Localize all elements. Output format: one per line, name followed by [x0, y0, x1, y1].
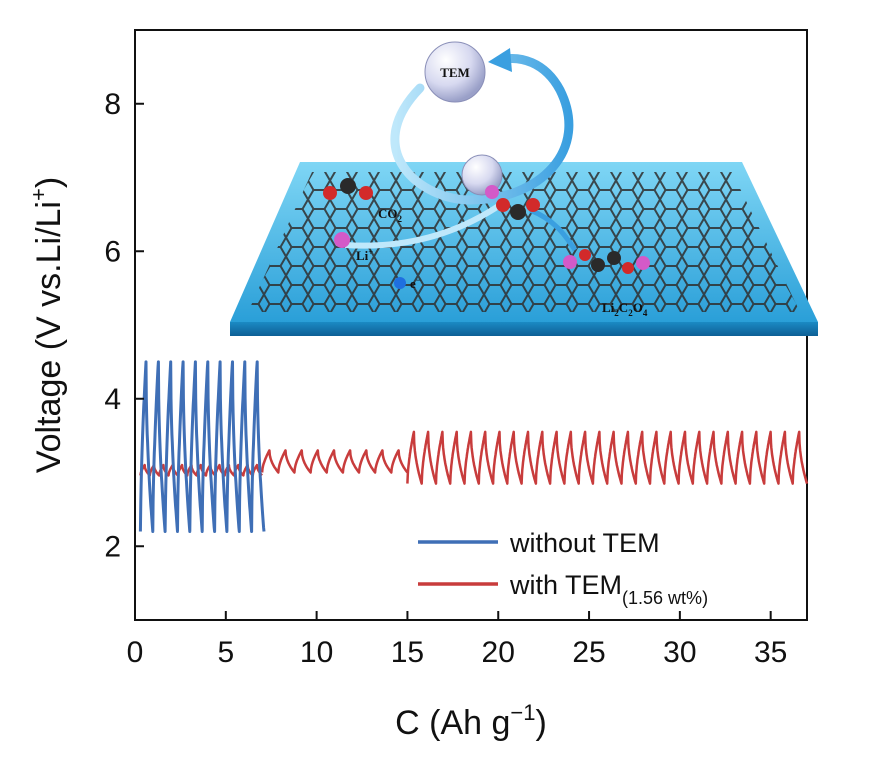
y-tick-label: 6 — [104, 235, 121, 268]
schematic-flow-arrow — [344, 202, 502, 249]
y-axis-title: Voltage (V vs.Li/Li+) — [26, 177, 68, 473]
series-layer — [138, 360, 809, 533]
x-tick-label: 0 — [127, 636, 144, 669]
x-tick-label: 20 — [482, 636, 515, 669]
product-oxygen-atom — [622, 262, 634, 274]
lithium-ion-label: Li+ — [356, 247, 373, 263]
adsorbed-carbon-atom — [510, 204, 526, 220]
co2-carbon-atom — [340, 178, 356, 194]
product-carbon-atom — [607, 251, 621, 265]
product-oxygen-atom — [579, 249, 591, 261]
adsorbed-oxygen-atom — [496, 198, 510, 212]
with-tem-series-line — [139, 463, 264, 477]
electron-label: e− — [410, 275, 421, 291]
schematic-cycle-arrow — [390, 54, 574, 205]
lithium-ion-atom — [334, 232, 350, 248]
electron-particle — [394, 277, 406, 289]
schematic-arrowhead — [488, 48, 512, 72]
adsorbed-li-atom — [485, 185, 499, 199]
x-axis-title: C (Ah g−1) — [395, 700, 547, 742]
with-tem-series-line — [260, 449, 409, 474]
co2-oxygen-atom — [323, 186, 337, 200]
product-li-atom — [563, 255, 577, 269]
schematic-lattice — [248, 172, 800, 312]
co2-reduction-schematic: TEM CO2 Li+ e− Li2C2O4 — [230, 41, 818, 336]
schematic-sheet-edge — [230, 322, 818, 336]
without-tem-series-line — [138, 360, 266, 533]
co2-oxygen-atom — [359, 186, 373, 200]
axis-layer: 0 5 10 15 20 25 30 35 2 4 6 8 — [104, 88, 787, 669]
x-tick-label: 15 — [391, 636, 424, 669]
adsorbed-oxygen-atom — [526, 198, 540, 212]
with-tem-series-line — [406, 430, 809, 485]
product-label: Li2C2O4 — [602, 300, 648, 318]
product-carbon-atom — [591, 258, 605, 272]
x-tick-label: 5 — [217, 636, 234, 669]
legend-label-with-tem: with TEM(1.56 wt%) — [509, 570, 708, 608]
product-li-atom — [636, 256, 650, 270]
tem-sphere-top — [424, 41, 486, 103]
legend: without TEM with TEM(1.56 wt%) — [418, 528, 708, 608]
x-tick-label: 30 — [663, 636, 696, 669]
x-tick-label: 35 — [754, 636, 787, 669]
x-tick-label: 25 — [572, 636, 605, 669]
schematic-product-arrow — [529, 207, 578, 252]
legend-label-without-tem: without TEM — [509, 528, 660, 558]
y-tick-label: 2 — [104, 530, 121, 563]
y-tick-label: 8 — [104, 88, 121, 121]
y-tick-label: 4 — [104, 383, 121, 416]
co2-label: CO2 — [378, 206, 403, 224]
x-tick-label: 10 — [300, 636, 333, 669]
tem-label: TEM — [440, 65, 470, 80]
